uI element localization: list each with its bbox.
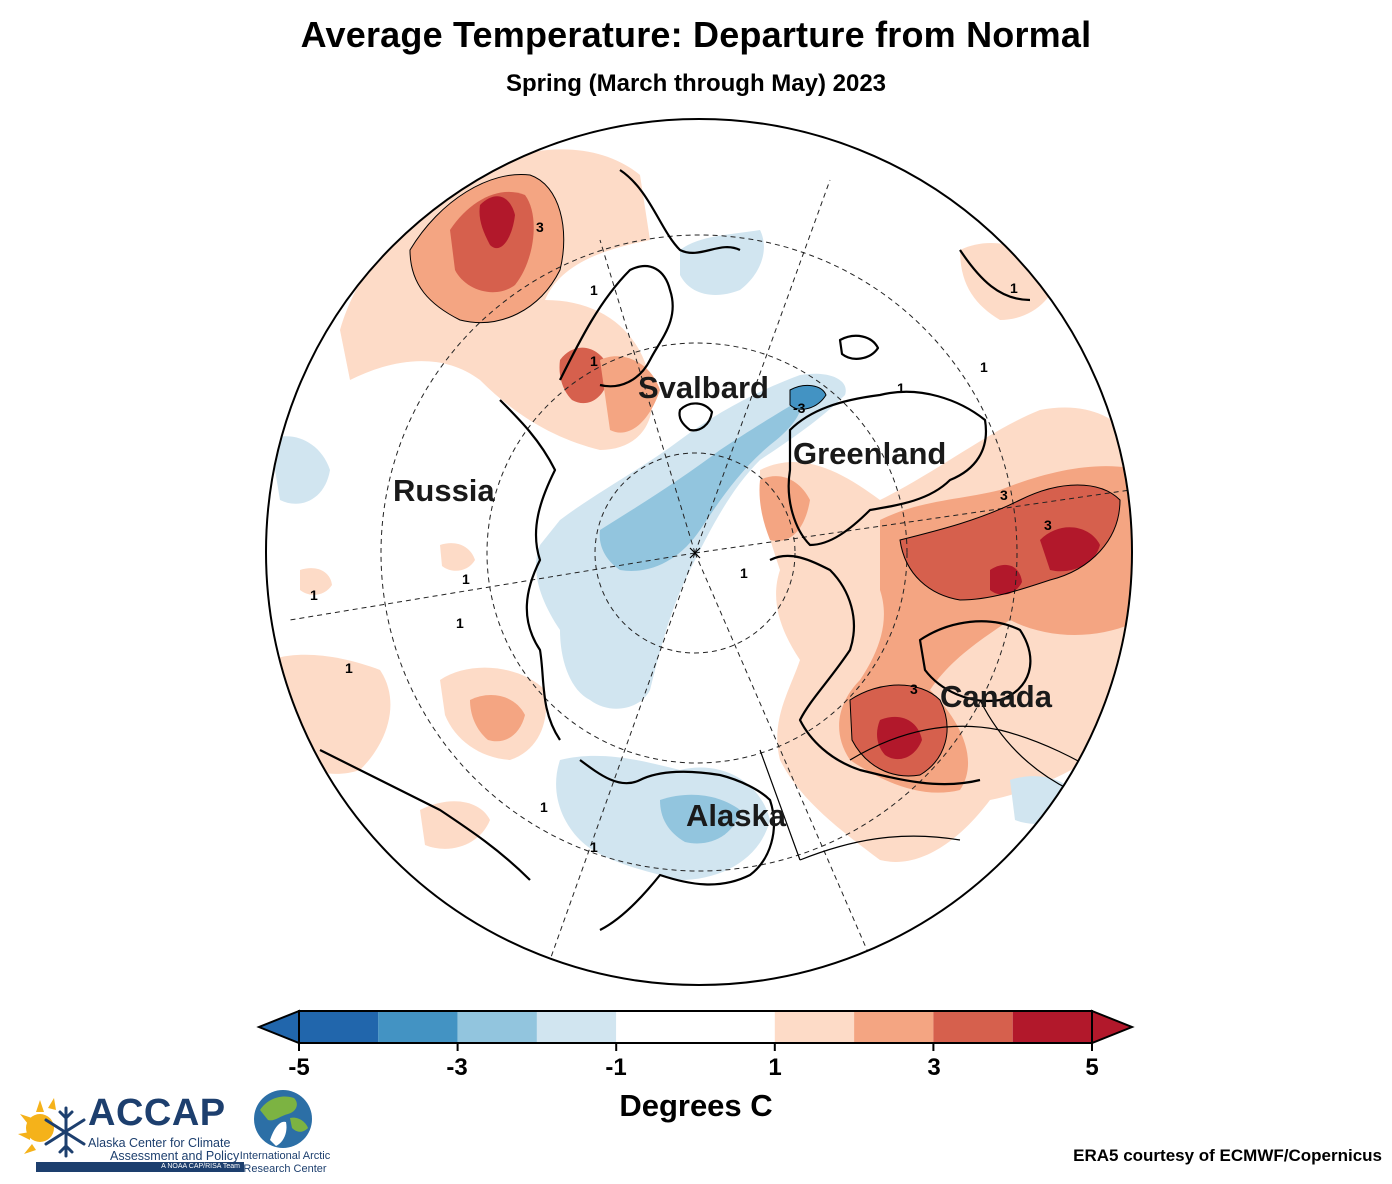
colorbar-bin bbox=[933, 1011, 1013, 1043]
globe-icon bbox=[254, 1090, 312, 1148]
contour-label: 1 bbox=[590, 282, 598, 298]
coastline-russia-arctic bbox=[499, 399, 561, 741]
colorbar bbox=[256, 1009, 1135, 1051]
anomaly-area-cool bbox=[599, 400, 801, 571]
coastline-svalbard bbox=[678, 402, 714, 432]
anomaly-area-warm bbox=[1040, 527, 1100, 572]
accap-logo: ACCAP Alaska Center for Climate Assessme… bbox=[18, 1092, 244, 1172]
contour-label: 3 bbox=[1044, 517, 1052, 533]
coastline-canada-arctic bbox=[769, 554, 981, 786]
anomaly-field bbox=[266, 119, 1132, 985]
sun-snowflake-icon bbox=[18, 1098, 86, 1158]
anomaly-area-warm bbox=[600, 356, 660, 433]
contour-label: -3 bbox=[793, 400, 806, 416]
coastline-iceland bbox=[838, 334, 880, 360]
colorbar-tick-label: 3 bbox=[927, 1054, 941, 1081]
colorbar-tick-label: 1 bbox=[768, 1054, 782, 1081]
contour-labels: 3 1 1 1 -3 1 1 3 3 3 1 1 1 1 1 1 1 bbox=[310, 219, 1052, 855]
iarc-line2: Research Center bbox=[243, 1163, 327, 1175]
region-label-russia: Russia bbox=[393, 473, 495, 508]
colorbar-tick-label: -5 bbox=[288, 1054, 310, 1081]
contour-label: 1 bbox=[310, 587, 318, 603]
region-label-canada: Canada bbox=[940, 679, 1053, 714]
anomaly-area-warm bbox=[300, 568, 332, 595]
contour-label: 1 bbox=[1010, 280, 1018, 296]
contour-label: 3 bbox=[1000, 487, 1008, 503]
contour-lines bbox=[409, 173, 1121, 777]
anomaly-area-warm bbox=[479, 196, 515, 249]
accap-wordmark: ACCAP bbox=[88, 1092, 226, 1134]
anomaly-area-cool bbox=[790, 385, 826, 410]
colorbar-tick-label: -1 bbox=[605, 1054, 627, 1081]
colorbar-bin bbox=[854, 1011, 934, 1043]
anomaly-area-warm bbox=[559, 347, 610, 404]
north-pole-marker bbox=[689, 547, 701, 559]
coastline-hudson-bay bbox=[918, 620, 1032, 703]
accap-tagline-line2: Assessment and Policy bbox=[110, 1149, 240, 1163]
accap-band: A NOAA CAP/RISA Team bbox=[36, 1162, 244, 1172]
contour-label: 1 bbox=[462, 571, 470, 587]
contour-label: 1 bbox=[590, 839, 598, 855]
colorbar-bin bbox=[1012, 1011, 1092, 1043]
contour-label: 1 bbox=[456, 615, 464, 631]
anomaly-area-cool bbox=[680, 230, 764, 295]
contour-label: 1 bbox=[345, 660, 353, 676]
coastline-alaska bbox=[579, 759, 775, 931]
colorbar-title: Degrees C bbox=[619, 1088, 773, 1123]
colorbar-bin bbox=[299, 1011, 379, 1043]
contour-label: 3 bbox=[536, 219, 544, 235]
region-label-alaska: Alaska bbox=[686, 798, 787, 833]
colorbar-over-arrow bbox=[1091, 1009, 1135, 1045]
iarc-line1: International Arctic bbox=[239, 1150, 331, 1162]
colorbar-bin bbox=[378, 1011, 458, 1043]
coastline-europe bbox=[619, 169, 741, 254]
accap-tagline-line1: Alaska Center for Climate bbox=[88, 1136, 231, 1150]
anomaly-area-warm bbox=[420, 801, 490, 849]
coastline-east-asia bbox=[319, 749, 531, 881]
coastline-north-atlantic bbox=[959, 249, 1031, 302]
anomaly-area-warm bbox=[440, 543, 475, 571]
contour-label: 3 bbox=[910, 681, 918, 697]
region-label-greenland: Greenland bbox=[793, 436, 946, 471]
iarc-name: International Arctic Research Center bbox=[230, 1150, 340, 1176]
contour-label: 1 bbox=[590, 353, 598, 369]
colorbar-bin bbox=[536, 1011, 617, 1043]
map-boundary bbox=[265, 118, 1133, 986]
contour-label: 1 bbox=[897, 380, 905, 396]
colorbar-tick-label: 5 bbox=[1085, 1054, 1099, 1081]
anomaly-area-warm bbox=[877, 716, 922, 760]
colorbar-bin bbox=[774, 1011, 855, 1043]
coastlines bbox=[319, 169, 1032, 931]
data-credit: ERA5 courtesy of ECMWF/Copernicus bbox=[1073, 1146, 1382, 1165]
colorbar-bin bbox=[616, 1011, 775, 1043]
anomaly-area-cool bbox=[1010, 776, 1080, 824]
anomaly-area-warm bbox=[990, 564, 1022, 595]
anomaly-area-warm bbox=[900, 485, 1120, 600]
region-labels: Russia Svalbard Greenland Canada Alaska bbox=[393, 370, 1053, 833]
anomaly-area-cool bbox=[556, 755, 770, 880]
anomaly-area-warm bbox=[470, 695, 525, 742]
contour-label: 1 bbox=[540, 799, 548, 815]
region-label-svalbard: Svalbard bbox=[638, 370, 769, 405]
iarc-logo: International Arctic Research Center bbox=[228, 1088, 338, 1178]
coastline-greenland bbox=[787, 390, 988, 547]
coastline-scandinavia bbox=[559, 264, 674, 388]
chart-title: Average Temperature: Departure from Norm… bbox=[300, 14, 1092, 55]
colorbar-under-arrow bbox=[256, 1009, 300, 1045]
colorbar-tick-label: -3 bbox=[446, 1054, 468, 1081]
anomaly-area-cool bbox=[660, 794, 740, 844]
graticule bbox=[289, 179, 1131, 981]
contour-label: 1 bbox=[980, 359, 988, 375]
anomaly-area-cool bbox=[270, 436, 330, 504]
chart-subtitle: Spring (March through May) 2023 bbox=[505, 70, 887, 97]
colorbar-bin bbox=[457, 1011, 537, 1043]
contour-label: 1 bbox=[740, 565, 748, 581]
